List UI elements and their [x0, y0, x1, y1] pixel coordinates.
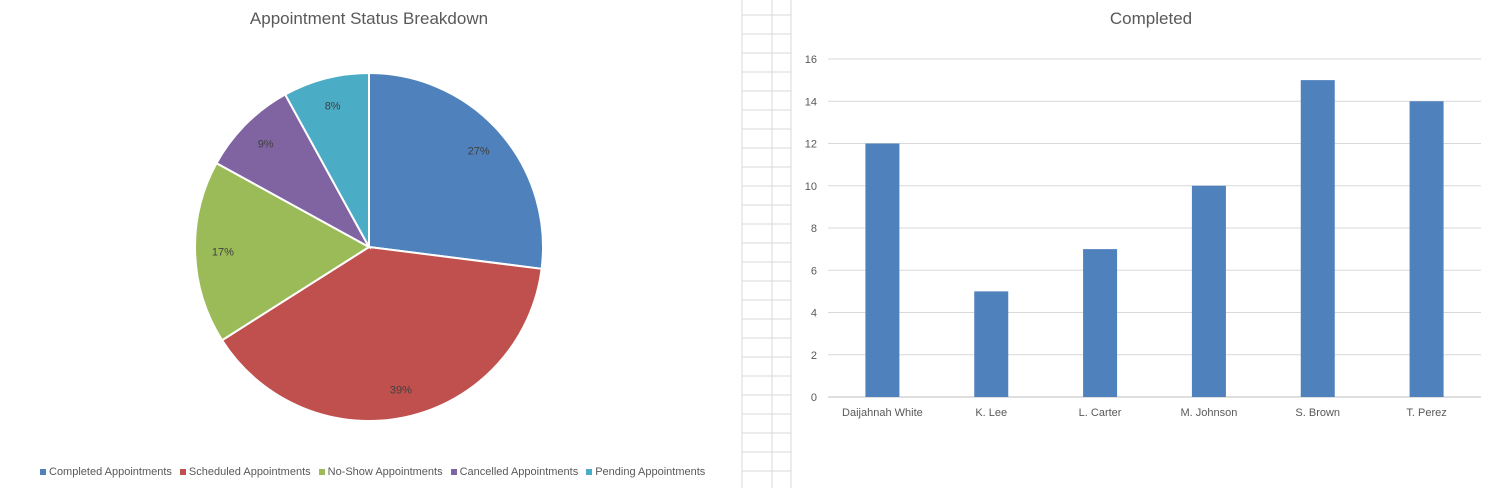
- legend-item[interactable]: Completed Appointments: [40, 466, 172, 478]
- pie-slice[interactable]: [283, 71, 370, 248]
- pie-data-label: 17%: [212, 247, 234, 259]
- pie-slice[interactable]: [215, 93, 372, 250]
- legend-item[interactable]: Scheduled Appointments: [179, 466, 311, 478]
- pie-slice[interactable]: [194, 161, 371, 342]
- legend-label: Completed Appointments: [49, 466, 172, 478]
- pie-data-label: 27%: [468, 145, 490, 157]
- pie-data-label: 8%: [325, 100, 341, 112]
- legend-item[interactable]: Pending Appointments: [586, 466, 705, 478]
- legend-item[interactable]: No-Show Appointments: [318, 466, 443, 478]
- legend-swatch: [586, 469, 593, 476]
- legend-label: Cancelled Appointments: [459, 466, 579, 478]
- pie-slice[interactable]: [368, 71, 544, 270]
- legend-item[interactable]: Cancelled Appointments: [450, 466, 579, 478]
- pie-chart[interactable]: Appointment Status Breakdown 27% 39% 17% 9%…: [0, 0, 740, 460]
- pie-data-label: 39%: [390, 385, 412, 397]
- pie-chart-title: Appointment Status Breakdown: [250, 9, 488, 28]
- pie-data-label: 9%: [258, 139, 274, 151]
- legend-swatch: [40, 469, 46, 476]
- legend-swatch: [450, 469, 457, 476]
- legend-swatch: [318, 469, 325, 476]
- legend-label: No-Show Appointments: [327, 466, 443, 478]
- legend-label: Scheduled Appointments: [188, 466, 311, 478]
- legend-swatch: [179, 469, 186, 476]
- pie-legend: Completed Appointments Scheduled Appointm…: [40, 466, 705, 478]
- legend-label: Pending Appointments: [595, 466, 706, 478]
